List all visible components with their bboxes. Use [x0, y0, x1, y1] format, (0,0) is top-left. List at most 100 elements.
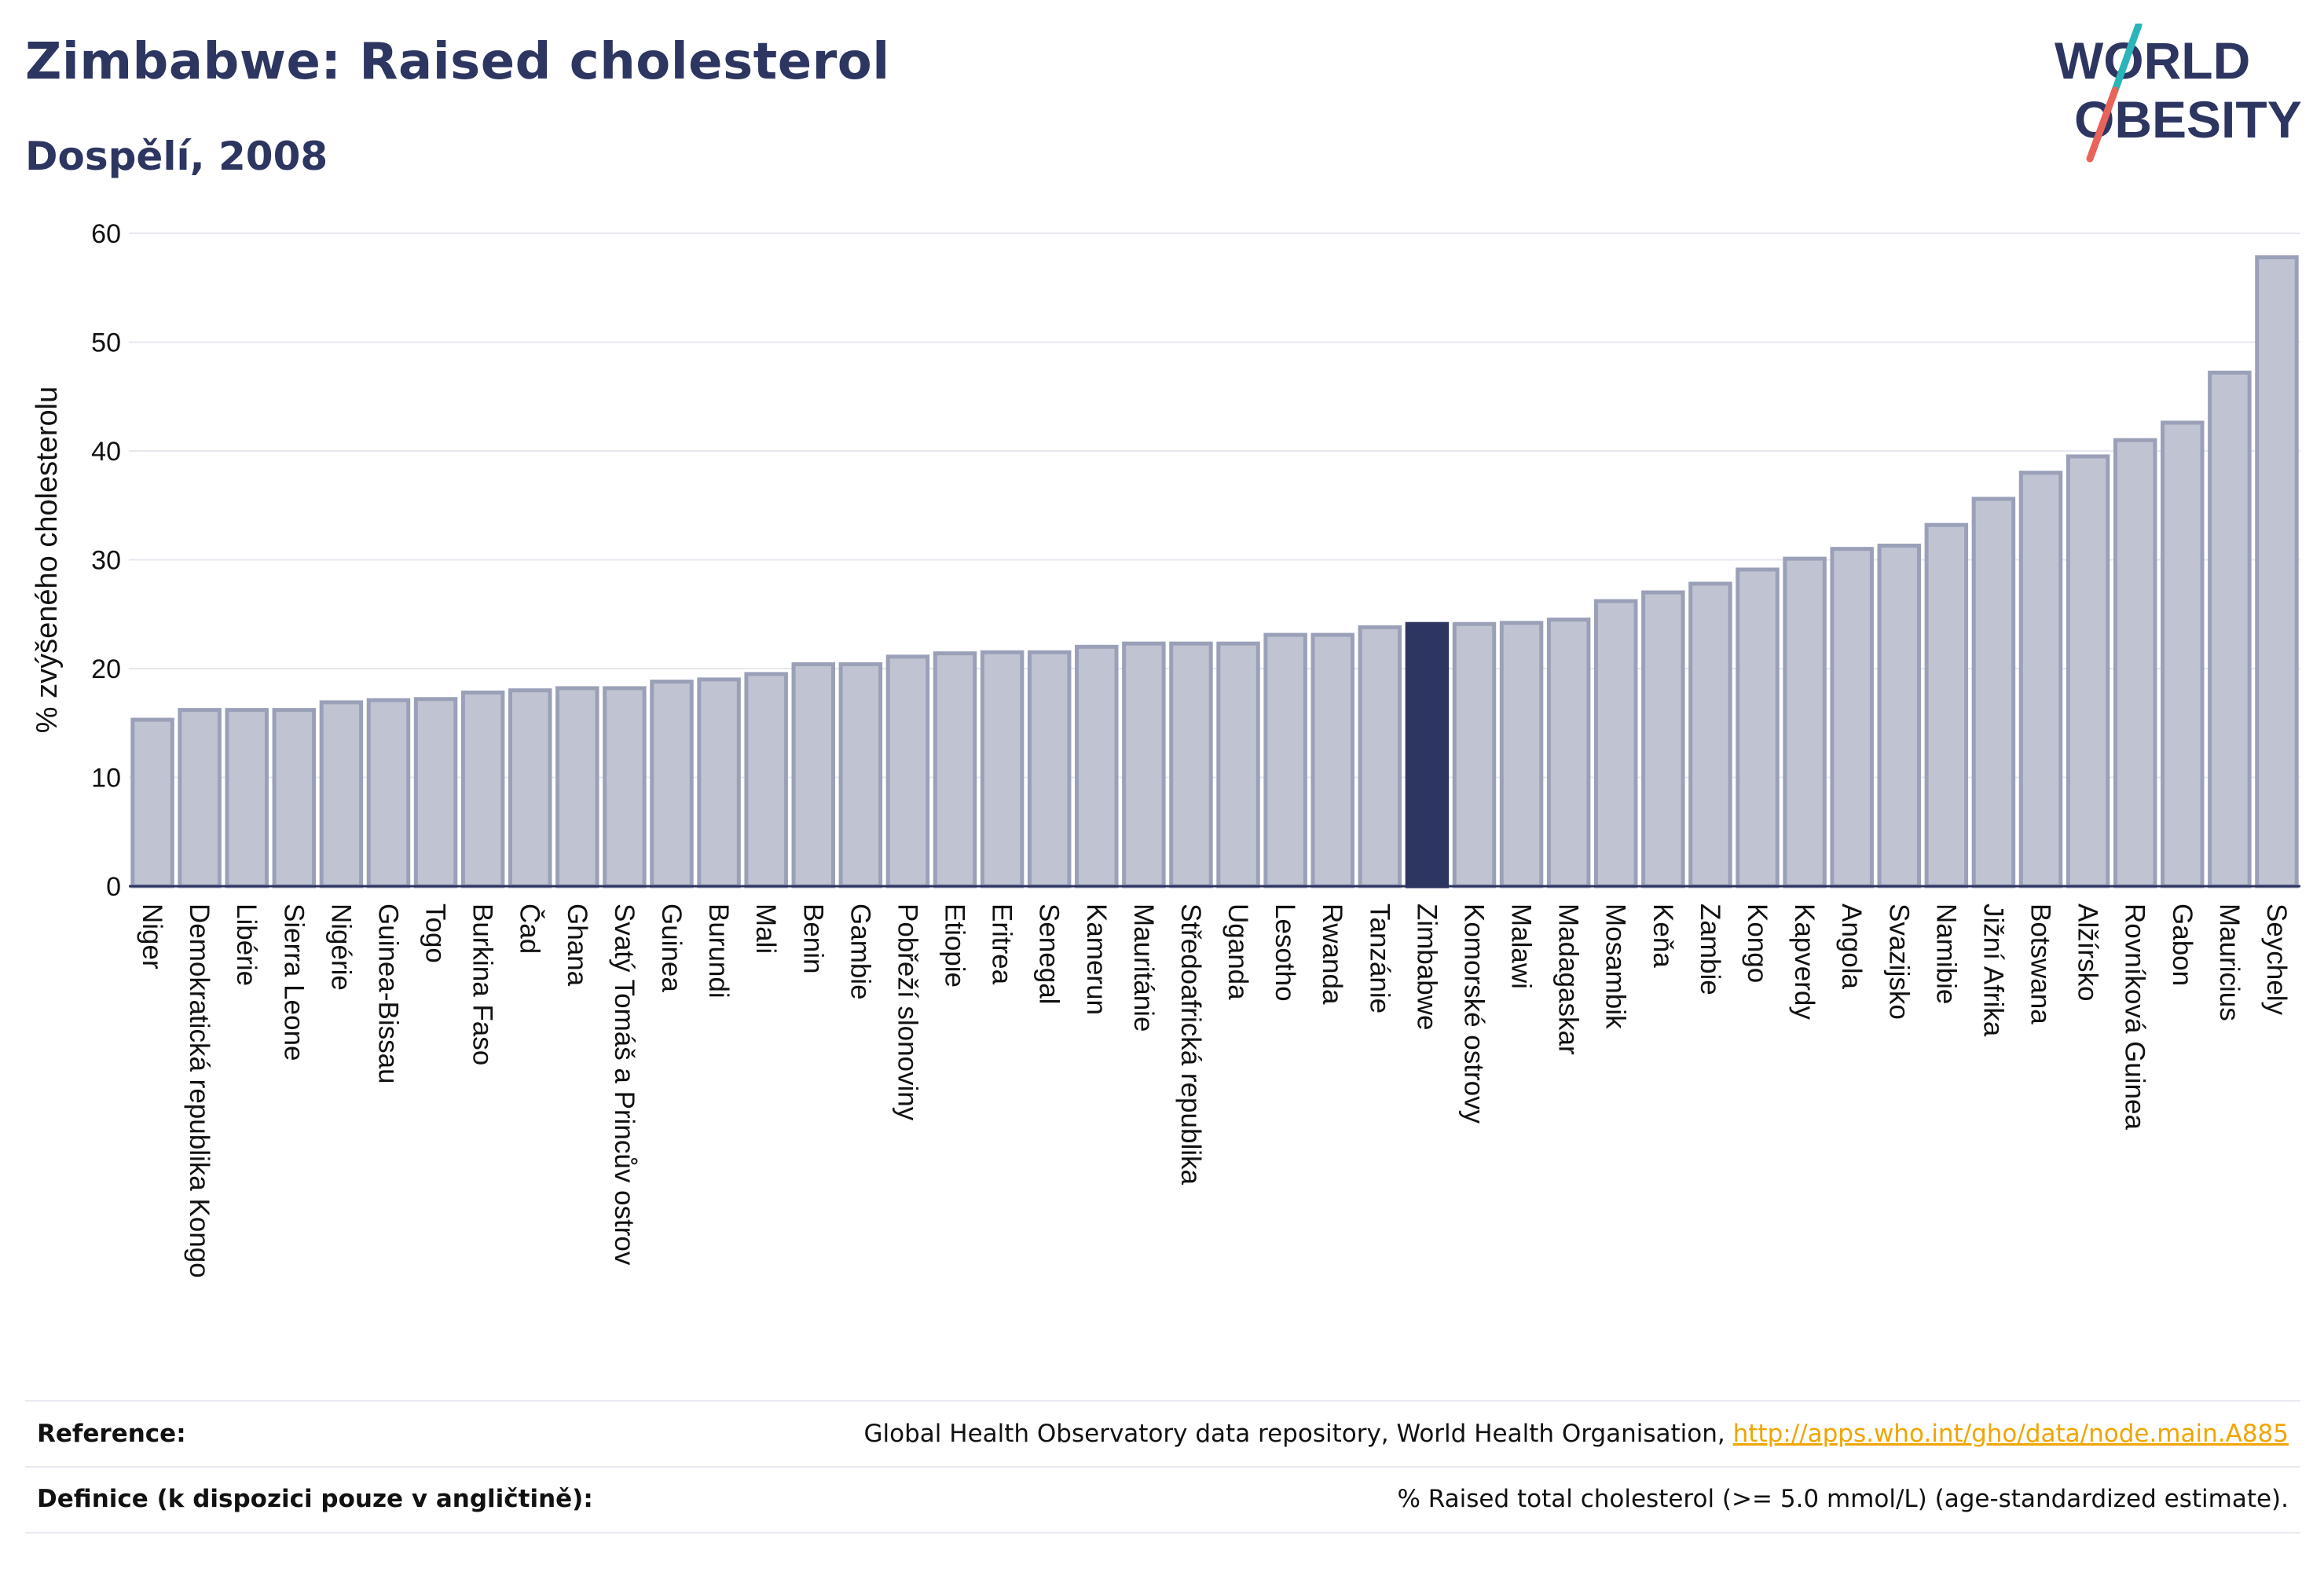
- bar: [2113, 438, 2157, 889]
- x-tick-label: Čad: [515, 903, 545, 954]
- bar: [2161, 420, 2205, 889]
- y-tick-label: 40: [91, 437, 121, 467]
- bar: [1358, 625, 1402, 889]
- bar: [2255, 255, 2299, 889]
- x-tick-label: Libérie: [231, 903, 262, 986]
- logo-line1: WORLD: [2055, 31, 2250, 90]
- x-tick-label: Mali: [750, 903, 781, 954]
- bar: [838, 662, 883, 889]
- bar: [1783, 556, 1827, 889]
- x-tick-label: Jižní Afrika: [1978, 903, 2008, 1037]
- x-tick-label: Komorské ostrovy: [1458, 903, 1489, 1124]
- bar: [980, 650, 1025, 889]
- bar: [1971, 497, 2016, 889]
- x-tick-label: Angola: [1836, 903, 1867, 990]
- bar: [1830, 547, 1874, 889]
- reference-link[interactable]: http://apps.who.int/gho/data/node.main.A…: [1732, 1420, 2289, 1448]
- bar: [1452, 621, 1497, 889]
- x-tick-label: Gambie: [845, 903, 875, 1000]
- x-tick-label: Rwanda: [1317, 903, 1347, 1005]
- bar: [319, 700, 364, 889]
- x-tick-label: Svazijsko: [1883, 903, 1914, 1020]
- bar: [933, 651, 977, 889]
- logo-slash-bottom: [2086, 86, 2119, 163]
- y-tick-label: 10: [91, 764, 121, 793]
- bar: [508, 688, 552, 889]
- x-tick-label: Seychely: [2261, 903, 2292, 1016]
- bar: [1877, 543, 1921, 889]
- bar: [2066, 454, 2110, 889]
- x-tick-label: Botswana: [2025, 903, 2056, 1024]
- x-tick-label: Madagaskar: [1553, 903, 1584, 1055]
- bar: [130, 717, 174, 889]
- bar: [2018, 471, 2063, 889]
- reference-text: Global Health Observatory data repositor…: [863, 1420, 1733, 1448]
- bar: [1075, 644, 1119, 889]
- definition-text: % Raised total cholesterol (>= 5.0 mmol/…: [1397, 1485, 2289, 1513]
- y-tick-label: 0: [106, 872, 121, 902]
- bar: [413, 697, 458, 889]
- y-tick-label: 30: [91, 546, 121, 576]
- x-tick-label: Benin: [797, 903, 828, 974]
- x-tick-label: Keňa: [1648, 903, 1678, 968]
- footer-divider-middle: [25, 1466, 2300, 1468]
- y-tick-label: 20: [91, 654, 121, 684]
- x-tick-label: Togo: [420, 903, 451, 963]
- bar: [178, 708, 222, 889]
- y-tick-label: 50: [91, 328, 121, 358]
- bar: [1216, 641, 1260, 889]
- bar: [2208, 370, 2252, 889]
- footer-divider-bottom: [25, 1532, 2300, 1534]
- x-tick-label: Zambie: [1695, 903, 1725, 995]
- x-tick-label: Ghana: [562, 903, 592, 987]
- bar: [1499, 621, 1544, 889]
- x-tick-label: Kamerun: [1081, 903, 1112, 1015]
- bar: [1310, 632, 1354, 889]
- x-tick-label: Středoafrická republika: [1175, 903, 1206, 1185]
- x-tick-label: Lesotho: [1270, 903, 1300, 1002]
- reference-row: Reference: Global Health Observatory dat…: [25, 1402, 2300, 1465]
- x-tick-label: Namibie: [1930, 903, 1961, 1004]
- bar: [225, 708, 269, 889]
- definition-label: Definice (k dispozici pouze v angličtině…: [37, 1485, 593, 1513]
- bar: [791, 662, 835, 889]
- page-title: Zimbabwe: Raised cholesterol: [25, 33, 890, 91]
- reference-value: Global Health Observatory data repositor…: [864, 1420, 2289, 1448]
- bar: [555, 686, 599, 889]
- bar: [1263, 632, 1307, 889]
- x-tick-label: Tanzánie: [1364, 903, 1395, 1013]
- x-tick-label: Etiopie: [940, 903, 970, 988]
- x-tick-label: Mauricius: [2214, 903, 2245, 1021]
- bar-chart: 0 10 20 30 40 50 60 % zvýšeného cholesterolu Nig…: [31, 219, 2300, 1278]
- x-tick-label: Rovníková Guinea: [2120, 903, 2150, 1130]
- bar: [1027, 650, 1072, 889]
- x-tick-label: Mosambik: [1600, 903, 1631, 1029]
- bar: [272, 708, 317, 889]
- bar: [366, 698, 411, 889]
- bar: [1594, 599, 1638, 889]
- bar: [1688, 581, 1732, 889]
- bar: [1641, 590, 1685, 889]
- x-tick-label: Burkina Faso: [467, 903, 498, 1065]
- y-axis-label: % zvýšeného cholesterolu: [31, 387, 64, 733]
- x-tick-label: Zimbabwe: [1411, 903, 1442, 1030]
- world-obesity-logo[interactable]: WORLD OBESITY: [2051, 21, 2310, 165]
- reference-label: Reference:: [37, 1420, 186, 1448]
- x-tick-label: Eritrea: [987, 903, 1017, 985]
- x-tick-label: Kapverdy: [1789, 903, 1820, 1020]
- x-tick-label: Malawi: [1506, 903, 1537, 989]
- bar: [603, 686, 647, 889]
- y-tick-label: 60: [91, 219, 121, 249]
- bar: [1169, 641, 1213, 889]
- bar: [1736, 567, 1780, 889]
- logo-graphic: WORLD OBESITY: [2055, 21, 2302, 163]
- bar: [1122, 641, 1166, 889]
- x-tick-label: Gabon: [2167, 903, 2198, 986]
- bar: [697, 677, 741, 889]
- footer-divider-top: [25, 1400, 2300, 1402]
- bar: [885, 654, 930, 889]
- bar: [460, 690, 505, 889]
- x-tick-label: Sierra Leone: [278, 903, 309, 1061]
- x-tick-label: Guinea: [656, 903, 687, 992]
- x-tick-label: Nigérie: [325, 903, 356, 991]
